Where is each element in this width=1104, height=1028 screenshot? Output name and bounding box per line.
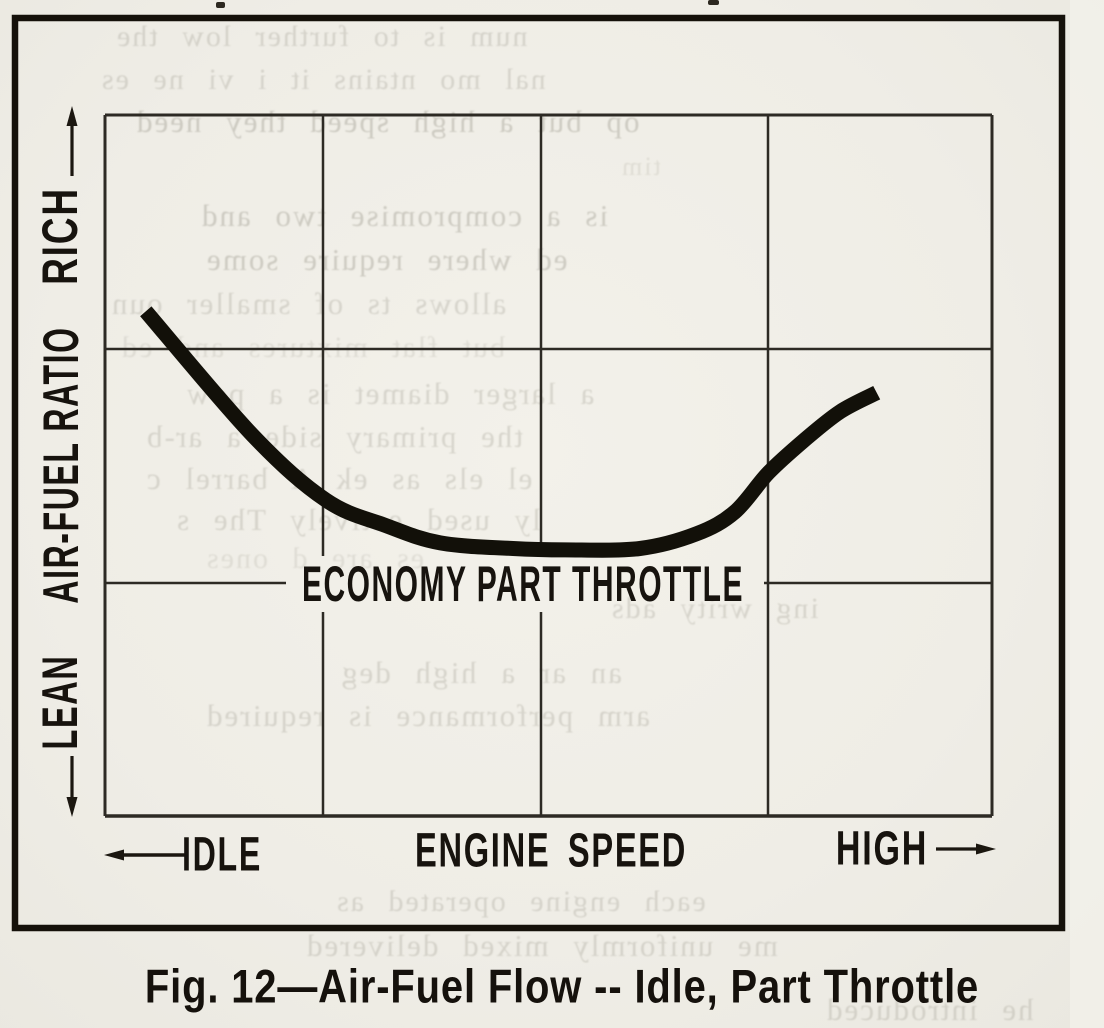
axis-arrows <box>66 106 996 861</box>
air-fuel-curve <box>140 306 881 558</box>
x-axis-title: ENGINE SPEED <box>414 824 688 878</box>
x-axis-right-label: HIGH <box>835 822 929 876</box>
ink-speck <box>216 2 225 8</box>
figure-border <box>11 14 1066 932</box>
y-axis-bottom-label: LEAN <box>32 654 88 750</box>
high-right-arrow-icon <box>936 843 996 855</box>
grid-lines <box>103 113 994 818</box>
x-axis-left-label: IDLE <box>182 828 262 882</box>
curve-annotation-label: ECONOMY PART THROTTLE <box>301 556 745 612</box>
page-edge <box>1070 0 1104 1028</box>
idle-left-arrow-icon <box>104 849 186 861</box>
y-axis-title: AIR-FUEL RATIO <box>33 326 89 604</box>
lean-down-arrow-icon <box>66 756 78 817</box>
rich-up-arrow-icon <box>66 106 78 176</box>
ink-speck <box>708 0 719 5</box>
figure-caption: Fig. 12—Air-Fuel Flow -- Idle, Part Thro… <box>144 959 980 1013</box>
